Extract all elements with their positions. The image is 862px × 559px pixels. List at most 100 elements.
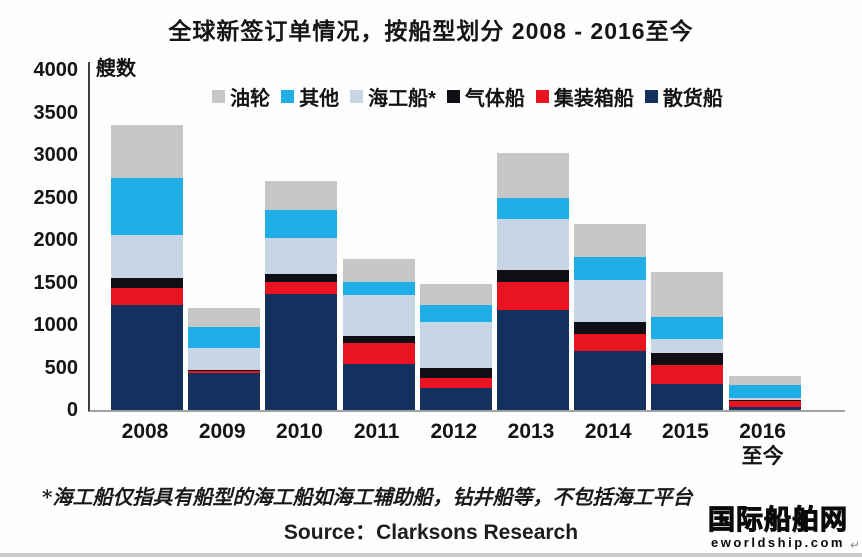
bar-segment: [728, 400, 801, 407]
bar-segment: [111, 278, 183, 289]
legend-item: 其他: [281, 82, 339, 111]
bottom-divider: [0, 553, 862, 557]
bar-segment: [111, 288, 183, 306]
source-label: Source：Clarksons Research: [283, 521, 579, 544]
bar-2015: [651, 271, 724, 410]
legend-item: 散货船: [644, 82, 723, 111]
bar-2011: [342, 258, 415, 410]
legend-item: 海工船*: [350, 82, 436, 111]
bar-segment: [574, 257, 647, 280]
bar-segment: [728, 399, 801, 401]
x-tick-label: 2010: [276, 420, 323, 443]
return-mark-glyph: ↵: [849, 538, 860, 552]
bar-segment: [265, 210, 338, 239]
bar-segment: [651, 364, 724, 384]
bar-segment: [265, 238, 338, 275]
bar-segment: [188, 327, 261, 348]
legend-swatch-icon: [281, 90, 295, 103]
legend-label: 气体船: [464, 88, 525, 110]
legend-label: 散货船: [662, 88, 723, 110]
legend-label: 海工船*: [368, 88, 436, 110]
bar-segment: [111, 177, 183, 235]
bar-segment: [419, 368, 492, 378]
bar-segment: [651, 316, 724, 339]
bar-segment: [342, 258, 415, 282]
legend-label: 其他: [299, 88, 340, 110]
x-tick-label: 2012: [430, 420, 478, 443]
bar-segment: [497, 153, 569, 198]
bar-segment: [497, 218, 569, 270]
bar-segment: [342, 364, 415, 410]
y-tick-label: 500: [44, 356, 78, 379]
chart-title: 全球新签订单情况，按船型划分 2008 - 2016至今: [168, 18, 694, 44]
logo-domain-text: eworldship.com: [711, 535, 845, 550]
bar-segment: [419, 284, 492, 305]
bar-segment: [728, 406, 801, 410]
x-tick-label: 2013: [507, 420, 555, 443]
x-tick-label: 2008: [121, 420, 169, 443]
bar-2008: [111, 125, 183, 410]
bar-segment: [497, 197, 569, 219]
bar-segment: [651, 383, 724, 410]
bar-segment: [497, 269, 569, 282]
bar-segment: [574, 223, 647, 258]
bar-segment: [651, 353, 724, 365]
legend-label: 油轮: [230, 88, 271, 110]
legend-swatch-icon: [535, 90, 549, 103]
y-axis-unit-label: 艘数: [96, 58, 136, 80]
legend-swatch-icon: [446, 90, 460, 103]
x-tick-label: 2009: [198, 420, 246, 443]
y-tick-label: 2500: [33, 186, 79, 209]
bar-segment: [342, 336, 415, 343]
legend-swatch-icon: [212, 90, 226, 103]
bar-2010: [265, 180, 338, 410]
bar-segment: [728, 385, 801, 399]
y-tick-label: 0: [66, 399, 78, 421]
legend-item: 油轮: [212, 82, 270, 111]
bar-segment: [728, 376, 801, 386]
bar-2013: [497, 153, 569, 410]
bar-segment: [342, 295, 415, 337]
x-tick-label: 2014: [584, 420, 632, 443]
bar-segment: [651, 271, 724, 317]
bar-segment: [111, 305, 183, 410]
bar-segment: [651, 338, 724, 354]
y-tick-label: 1500: [33, 271, 79, 294]
bar-segment: [265, 274, 338, 282]
plot-area: 油轮 其他 海工船* 气体船 集装箱船 散货船: [88, 62, 845, 412]
x-tick-label: 2015: [662, 420, 709, 443]
y-tick-label: 3500: [33, 101, 79, 124]
bar-segment: [265, 293, 338, 410]
bar-segment: [188, 347, 261, 371]
legend-swatch-icon: [644, 90, 658, 103]
bar-segment: [188, 370, 261, 371]
y-tick-label: 4000: [33, 59, 79, 81]
logo-chinese-text: 国际船舶网: [708, 505, 848, 535]
bar-segment: [419, 377, 492, 388]
bar-segment: [574, 333, 647, 352]
legend: 油轮 其他 海工船* 气体船 集装箱船 散货船: [90, 82, 845, 111]
bar-segment: [497, 309, 569, 410]
bar-segment: [111, 125, 183, 178]
bar-2016至今: [728, 376, 801, 410]
legend-item: 集装箱船: [535, 82, 634, 111]
x-tick-label: 2011: [353, 420, 400, 443]
y-tick-label: 3000: [33, 144, 79, 166]
bar-segment: [574, 321, 647, 334]
footnote: *海工船仅指具有船型的海工船如海工辅助船，钻井船等，不包括海工平台: [42, 485, 693, 509]
bar-segment: [188, 372, 261, 410]
bar-segment: [419, 304, 492, 322]
bar-2012: [419, 284, 492, 410]
bar-segment: [497, 281, 569, 310]
bar-segment: [728, 398, 801, 400]
bar-segment: [419, 321, 492, 369]
bar-segment: [188, 308, 261, 328]
y-tick-label: 2000: [33, 229, 79, 251]
bar-segment: [111, 234, 183, 279]
bar-segment: [342, 281, 415, 296]
bar-segment: [419, 387, 492, 410]
eworldship-logo: 国际船舶网 eworldship.com: [708, 505, 848, 550]
bar-segment: [342, 342, 415, 365]
bar-segment: [265, 281, 338, 294]
